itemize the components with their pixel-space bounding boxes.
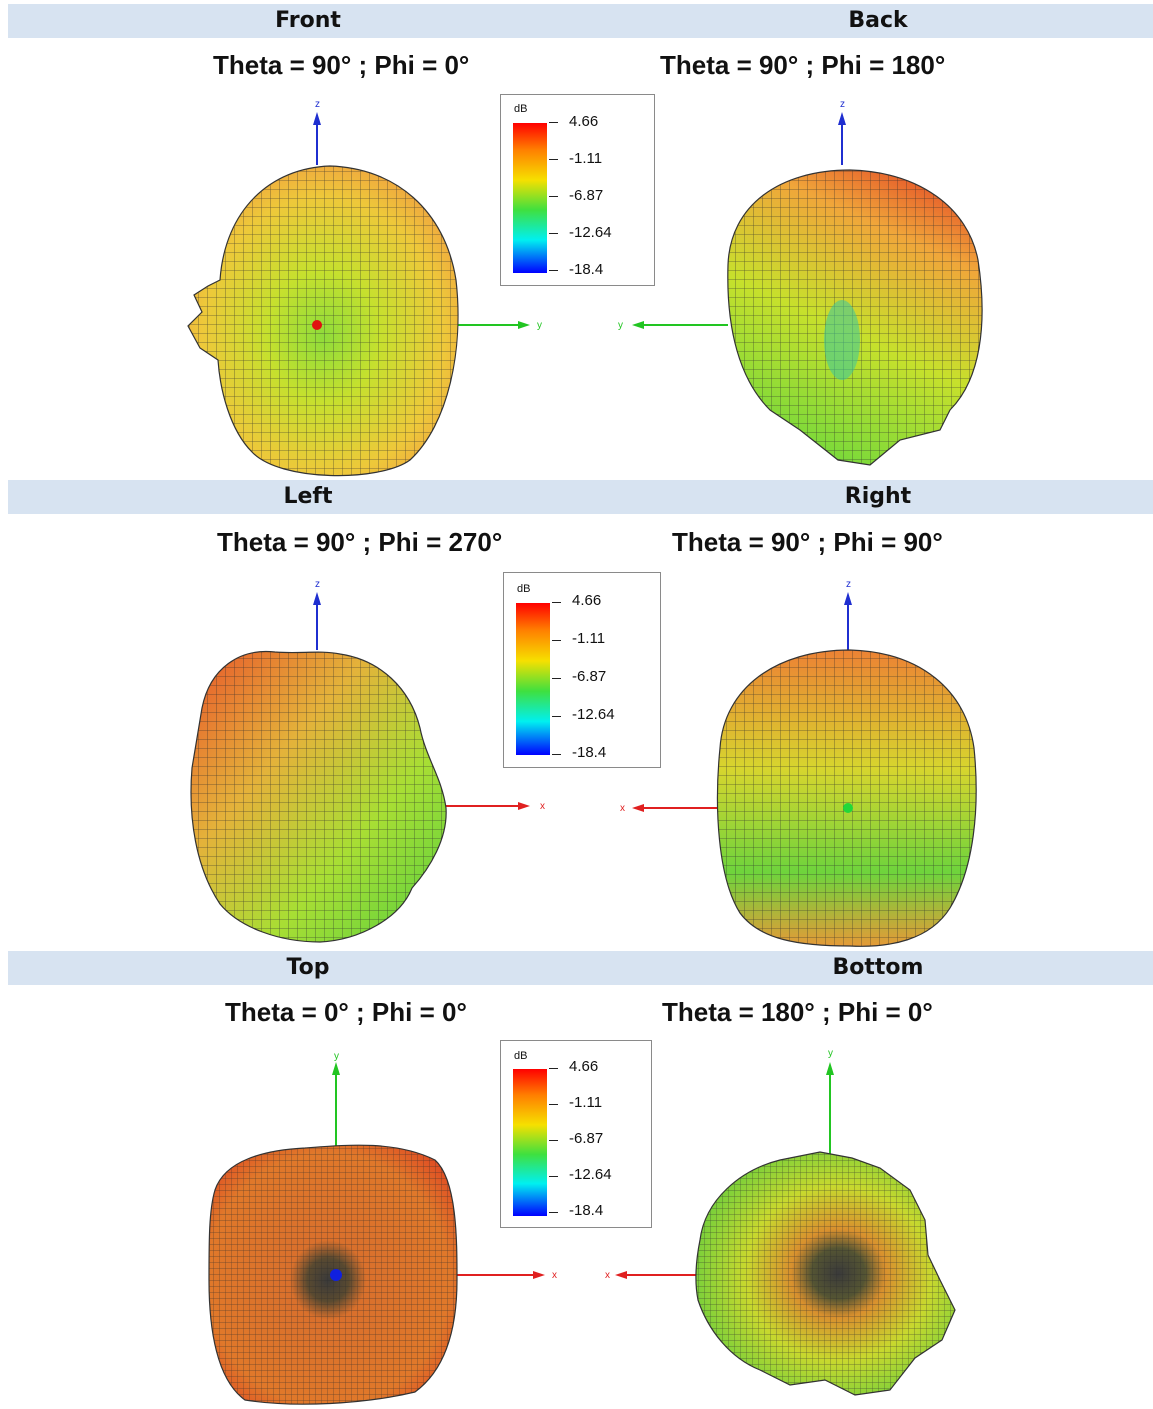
legend-value: 4.66 [572, 592, 602, 609]
pattern-view-top: y x [208, 1051, 557, 1405]
section-label-right: Right [844, 484, 912, 509]
legend-value: -12.64 [569, 224, 612, 241]
surface-mesh [191, 651, 447, 942]
section-label-top: Top [286, 955, 330, 980]
axis-arrowhead [518, 802, 530, 810]
axis-arrowhead [826, 1062, 834, 1075]
axis-label-side: x [540, 801, 545, 812]
legend-value: -1.11 [569, 150, 603, 167]
legend-unit: dB [517, 583, 531, 595]
legend-value: -12.64 [569, 1166, 612, 1183]
legend-value: -1.11 [569, 1094, 603, 1111]
low-gain-region [824, 300, 860, 380]
axis-arrowhead [313, 592, 321, 605]
origin-marker [312, 320, 322, 330]
legend-value: -6.87 [569, 1130, 604, 1147]
axis-label-side: y [537, 320, 542, 331]
section-label-front: Front [275, 8, 341, 33]
legend-unit: dB [514, 103, 528, 115]
section-label-left: Left [283, 484, 333, 509]
angle-caption-front: Theta = 90° ; Phi = 0° [213, 50, 470, 80]
origin-marker [330, 1269, 342, 1281]
legend-value: 4.66 [569, 113, 599, 130]
color-legend-1: dB 4.66 -1.11 -6.87 -12.64 -18.4 [500, 94, 655, 286]
angle-caption-top: Theta = 0° ; Phi = 0° [225, 997, 467, 1027]
section-label-back: Back [848, 8, 908, 33]
axis-label-up: y [334, 1051, 339, 1062]
angle-caption-bottom: Theta = 180° ; Phi = 0° [662, 997, 933, 1027]
pattern-view-right: z x [620, 579, 977, 947]
angle-caption-left: Theta = 90° ; Phi = 270° [217, 527, 503, 557]
axis-arrowhead [615, 1271, 627, 1279]
pattern-view-back: z y [618, 99, 983, 466]
axis-arrowhead [838, 112, 846, 125]
section-header-1: Front Back [8, 4, 1153, 38]
section-header-3: Top Bottom [8, 951, 1153, 985]
legend-unit: dB [514, 1050, 528, 1062]
axis-label-side: y [618, 320, 623, 331]
axis-arrowhead [533, 1271, 545, 1279]
axis-arrowhead [632, 804, 644, 812]
legend-value: -18.4 [572, 744, 607, 761]
axis-label-up: z [315, 99, 320, 110]
angle-caption-right: Theta = 90° ; Phi = 90° [672, 527, 943, 557]
legend-value: -1.11 [572, 630, 606, 647]
axis-label-up: z [846, 579, 851, 590]
pattern-view-left: z x [190, 579, 545, 943]
color-legend-3: dB 4.66 -1.11 -6.87 -12.64 -18.4 [500, 1040, 652, 1228]
axis-label-up: y [828, 1048, 833, 1059]
axis-label-side: x [552, 1270, 557, 1281]
legend-value: -12.64 [572, 706, 615, 723]
axis-arrowhead [313, 112, 321, 125]
axis-arrowhead [518, 321, 530, 329]
legend-value: -18.4 [569, 261, 604, 278]
section-header-2: Left Right [8, 480, 1153, 514]
axis-label-side: x [605, 1270, 610, 1281]
pattern-view-front: z y [187, 99, 542, 477]
legend-color-bar [513, 123, 547, 273]
legend-value: -6.87 [569, 187, 604, 204]
axis-arrowhead [844, 592, 852, 605]
surface-mesh [188, 166, 459, 476]
legend-value: 4.66 [569, 1058, 599, 1075]
surface-mesh [717, 650, 977, 947]
legend-color-bar [513, 1069, 547, 1216]
surface-mesh [695, 1152, 955, 1395]
axis-arrowhead [632, 321, 644, 329]
axis-label-up: z [315, 579, 320, 590]
legend-color-bar [516, 603, 550, 755]
axis-arrowhead [332, 1062, 340, 1075]
origin-marker [843, 803, 853, 813]
angle-caption-back: Theta = 90° ; Phi = 180° [660, 50, 946, 80]
legend-value: -18.4 [569, 1202, 604, 1219]
color-legend-2: dB 4.66 -1.11 -6.87 -12.64 -18.4 [503, 572, 661, 768]
axis-label-up: z [840, 99, 845, 110]
pattern-view-bottom: y x [605, 1048, 956, 1396]
axis-label-side: x [620, 803, 625, 814]
section-label-bottom: Bottom [832, 955, 924, 980]
legend-value: -6.87 [572, 668, 607, 685]
